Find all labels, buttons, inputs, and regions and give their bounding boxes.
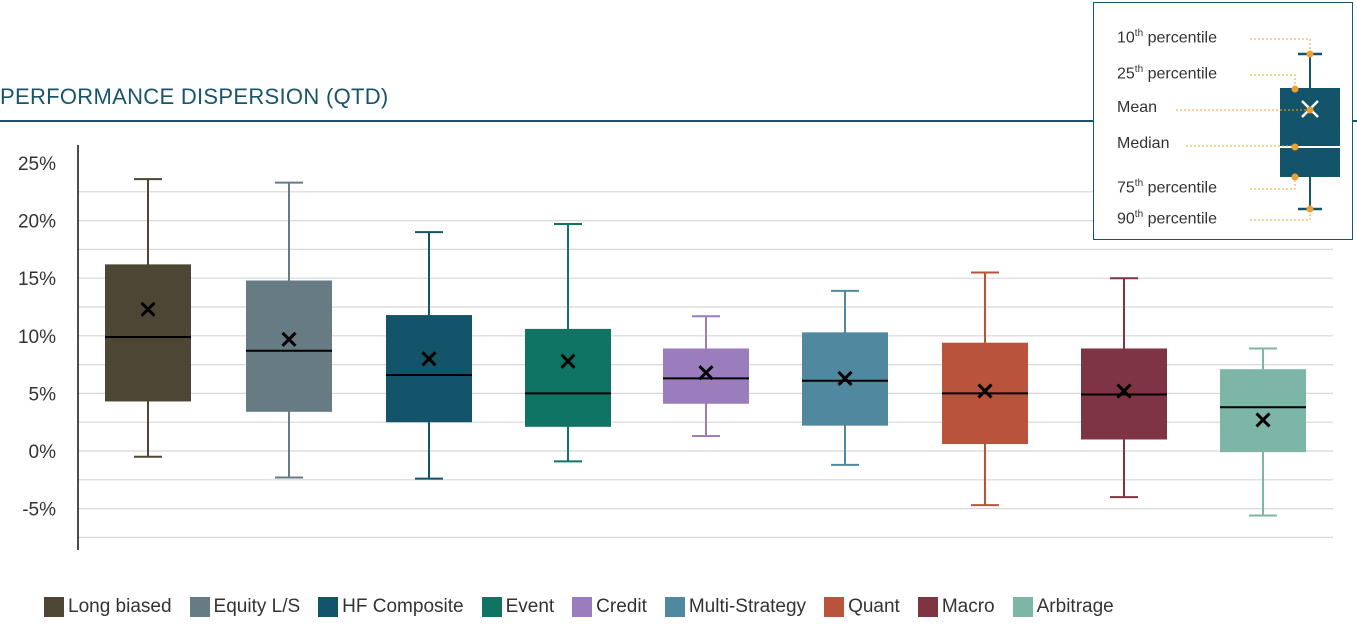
box-credit (663, 315, 749, 438)
box-macro (1081, 277, 1167, 499)
legend-item: Credit (572, 596, 647, 618)
legend-swatch (189, 597, 210, 617)
legend-item: HF Composite (318, 596, 464, 618)
iqr-box (246, 280, 332, 412)
chart-title: PERFORMANCE DISPERSION (QTD) (0, 84, 389, 109)
legend-item: Long biased (44, 596, 172, 618)
key-label-ordinal: th (1134, 178, 1144, 189)
key-leader-dot (1291, 85, 1299, 93)
iqr-box (663, 348, 749, 404)
key-label-text: percentile (1143, 29, 1217, 47)
mean-marker (1255, 412, 1271, 428)
box-quant (942, 271, 1028, 507)
legend-item: Multi-Strategy (664, 596, 807, 618)
key-label-ordinal: th (1134, 28, 1144, 39)
key-label-number: 10 (1117, 29, 1135, 47)
iqr-box (525, 328, 611, 427)
key-label: 90th percentile (1117, 209, 1217, 228)
mean-marker (140, 301, 156, 317)
legend-label: Macro (941, 596, 995, 617)
legend: Long biased Equity L/S HF Composite Event Cr… (44, 593, 1132, 621)
legend-swatch (318, 597, 339, 617)
legend-swatch (824, 597, 845, 617)
legend-item: Quant (824, 596, 900, 618)
iqr-box (386, 315, 472, 423)
title-divider (0, 120, 1357, 122)
legend-label: Long biased (68, 596, 172, 617)
legend-label: Equity L/S (213, 596, 301, 617)
key-label: Median (1117, 135, 1169, 153)
key-label-ordinal: th (1134, 64, 1144, 75)
y-tick-label: 10% (18, 327, 56, 348)
y-tick-label: 25% (18, 154, 56, 175)
mean-marker (281, 331, 297, 347)
mean-marker (1116, 383, 1132, 399)
key-label: Mean (1117, 99, 1157, 117)
legend-label: Event (505, 596, 555, 617)
legend-label: Arbitrage (1036, 596, 1114, 617)
y-tick-label: 20% (18, 212, 56, 233)
key-leader-line (1250, 38, 1311, 54)
y-tick-label: 5% (29, 384, 57, 405)
key-label-text: percentile (1143, 210, 1217, 228)
mean-marker (421, 351, 437, 367)
key-label-number: 25 (1117, 65, 1135, 83)
key-leader-line (1250, 74, 1296, 89)
legend-item: Event (481, 596, 555, 618)
key-leader-line (1250, 209, 1311, 221)
key-leader-dot (1291, 143, 1299, 151)
key-leader-dot (1306, 50, 1314, 58)
legend-item: Macro (917, 596, 995, 618)
key-label-text: Median (1117, 135, 1170, 152)
legend-item: Arbitrage (1012, 596, 1114, 618)
key-label-ordinal: th (1134, 209, 1144, 220)
iqr-box (1220, 369, 1306, 453)
key-label: 25th percentile (1117, 64, 1217, 83)
key-box (1280, 88, 1340, 177)
key-label: 10th percentile (1117, 28, 1217, 47)
box-arbitrage (1220, 347, 1306, 517)
mean-marker (837, 370, 853, 386)
y-tick-label: -5% (22, 500, 56, 521)
legend-swatch (44, 597, 64, 617)
legend-item: Equity L/S (189, 596, 301, 618)
y-tick-label: 15% (18, 269, 56, 290)
box-equity-l-s (246, 181, 332, 479)
box-multi-strategy (802, 289, 888, 466)
key-label-text: Mean (1117, 99, 1158, 116)
box-long-biased (105, 178, 191, 458)
mean-marker (977, 383, 993, 399)
legend-swatch (664, 597, 685, 617)
legend-label: Multi-Strategy (688, 596, 807, 617)
legend-swatch (481, 597, 502, 617)
legend-label: Credit (596, 596, 647, 617)
mean-marker (698, 365, 714, 381)
legend-label: Quant (848, 596, 900, 617)
key-leader-dot (1306, 106, 1314, 114)
key-diagram (1176, 38, 1340, 221)
key-label-number: 75 (1117, 179, 1135, 197)
key-label-text: percentile (1143, 65, 1217, 83)
key-leader-dot (1291, 173, 1299, 181)
key-leader-line (1250, 177, 1296, 190)
key-leader-dot (1306, 205, 1314, 213)
iqr-box (105, 264, 191, 402)
legend-label: HF Composite (342, 596, 464, 617)
legend-swatch (572, 597, 593, 617)
key-label-number: 90 (1117, 210, 1135, 228)
box-plot-key: 10th percentile 25th percentile Mean Median… (1093, 2, 1353, 240)
legend-swatch (1012, 597, 1033, 617)
box-hf-composite (386, 231, 472, 480)
y-tick-label: 0% (29, 442, 57, 463)
key-label-text: percentile (1143, 179, 1217, 197)
legend-swatch (917, 597, 938, 617)
key-label: 75th percentile (1117, 178, 1217, 197)
box-event (525, 223, 611, 463)
mean-marker (560, 353, 576, 369)
